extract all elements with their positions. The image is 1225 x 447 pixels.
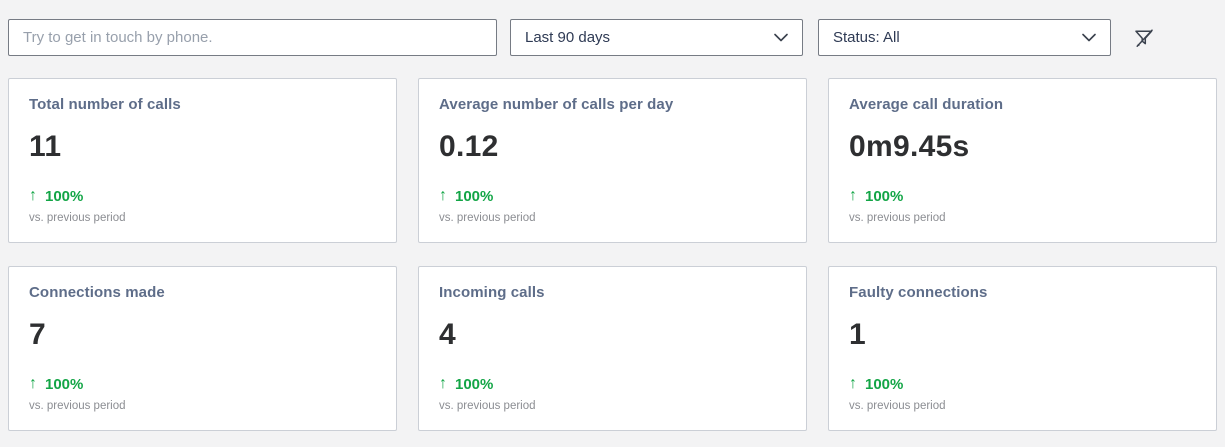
stat-card-total-calls: Total number of calls 11 ↑ 100% vs. prev… (8, 78, 397, 243)
calls-dashboard: Last 90 days Status: All Total number of… (8, 19, 1217, 431)
date-range-select[interactable]: Last 90 days (510, 19, 803, 56)
trend-up-arrow-icon: ↑ (29, 375, 37, 392)
stat-card-connections-made: Connections made 7 ↑ 100% vs. previous p… (8, 266, 397, 431)
stat-card-value: 11 (29, 130, 62, 163)
stat-cards-grid: Total number of calls 11 ↑ 100% vs. prev… (8, 78, 1217, 431)
stat-card-avg-calls-per-day: Average number of calls per day 0.12 ↑ 1… (418, 78, 807, 243)
status-value: Status: All (833, 29, 900, 46)
stat-card-avg-call-duration: Average call duration 0m9.45s ↑ 100% vs.… (828, 78, 1217, 243)
stat-card-caption: vs. previous period (439, 400, 536, 412)
stat-card-caption: vs. previous period (849, 400, 946, 412)
stat-card-incoming-calls: Incoming calls 4 ↑ 100% vs. previous per… (418, 266, 807, 431)
stat-card-title: Total number of calls (29, 96, 181, 113)
stat-card-change-value: 100% (865, 187, 904, 205)
stat-card-title: Faulty connections (849, 284, 988, 301)
stat-card-change-value: 100% (455, 375, 494, 393)
stat-card-value: 7 (29, 318, 46, 351)
stat-card-change: ↑ 100% (29, 375, 376, 393)
filter-bar: Last 90 days Status: All (8, 19, 1217, 56)
stat-card-change: ↑ 100% (439, 187, 786, 205)
stat-card-caption: vs. previous period (849, 212, 946, 224)
trend-up-arrow-icon: ↑ (849, 187, 857, 204)
trend-up-arrow-icon: ↑ (439, 187, 447, 204)
stat-card-value: 0m9.45s (849, 130, 970, 163)
clear-filters-button[interactable] (1130, 24, 1158, 52)
stat-card-value: 1 (849, 318, 866, 351)
status-select[interactable]: Status: All (818, 19, 1111, 56)
chevron-down-icon (774, 33, 788, 42)
date-range-value: Last 90 days (525, 29, 611, 46)
stat-card-change-value: 100% (455, 187, 494, 205)
stat-card-caption: vs. previous period (29, 400, 126, 412)
stat-card-faulty-connections: Faulty connections 1 ↑ 100% vs. previous… (828, 266, 1217, 431)
stat-card-caption: vs. previous period (29, 212, 126, 224)
search-input[interactable] (8, 19, 497, 56)
trend-up-arrow-icon: ↑ (29, 187, 37, 204)
stat-card-value: 4 (439, 318, 456, 351)
stat-card-title: Connections made (29, 284, 165, 301)
stat-card-caption: vs. previous period (439, 212, 536, 224)
stat-card-change-value: 100% (45, 187, 84, 205)
filter-off-icon (1135, 28, 1153, 47)
stat-card-change-value: 100% (45, 375, 84, 393)
stat-card-change: ↑ 100% (29, 187, 376, 205)
stat-card-change: ↑ 100% (849, 187, 1196, 205)
stat-card-change: ↑ 100% (439, 375, 786, 393)
chevron-down-icon (1082, 33, 1096, 42)
stat-card-change-value: 100% (865, 375, 904, 393)
trend-up-arrow-icon: ↑ (849, 375, 857, 392)
stat-card-title: Average call duration (849, 96, 1004, 113)
stat-card-value: 0.12 (439, 130, 499, 163)
stat-card-title: Incoming calls (439, 284, 545, 301)
stat-card-title: Average number of calls per day (439, 96, 674, 113)
trend-up-arrow-icon: ↑ (439, 375, 447, 392)
stat-card-change: ↑ 100% (849, 375, 1196, 393)
